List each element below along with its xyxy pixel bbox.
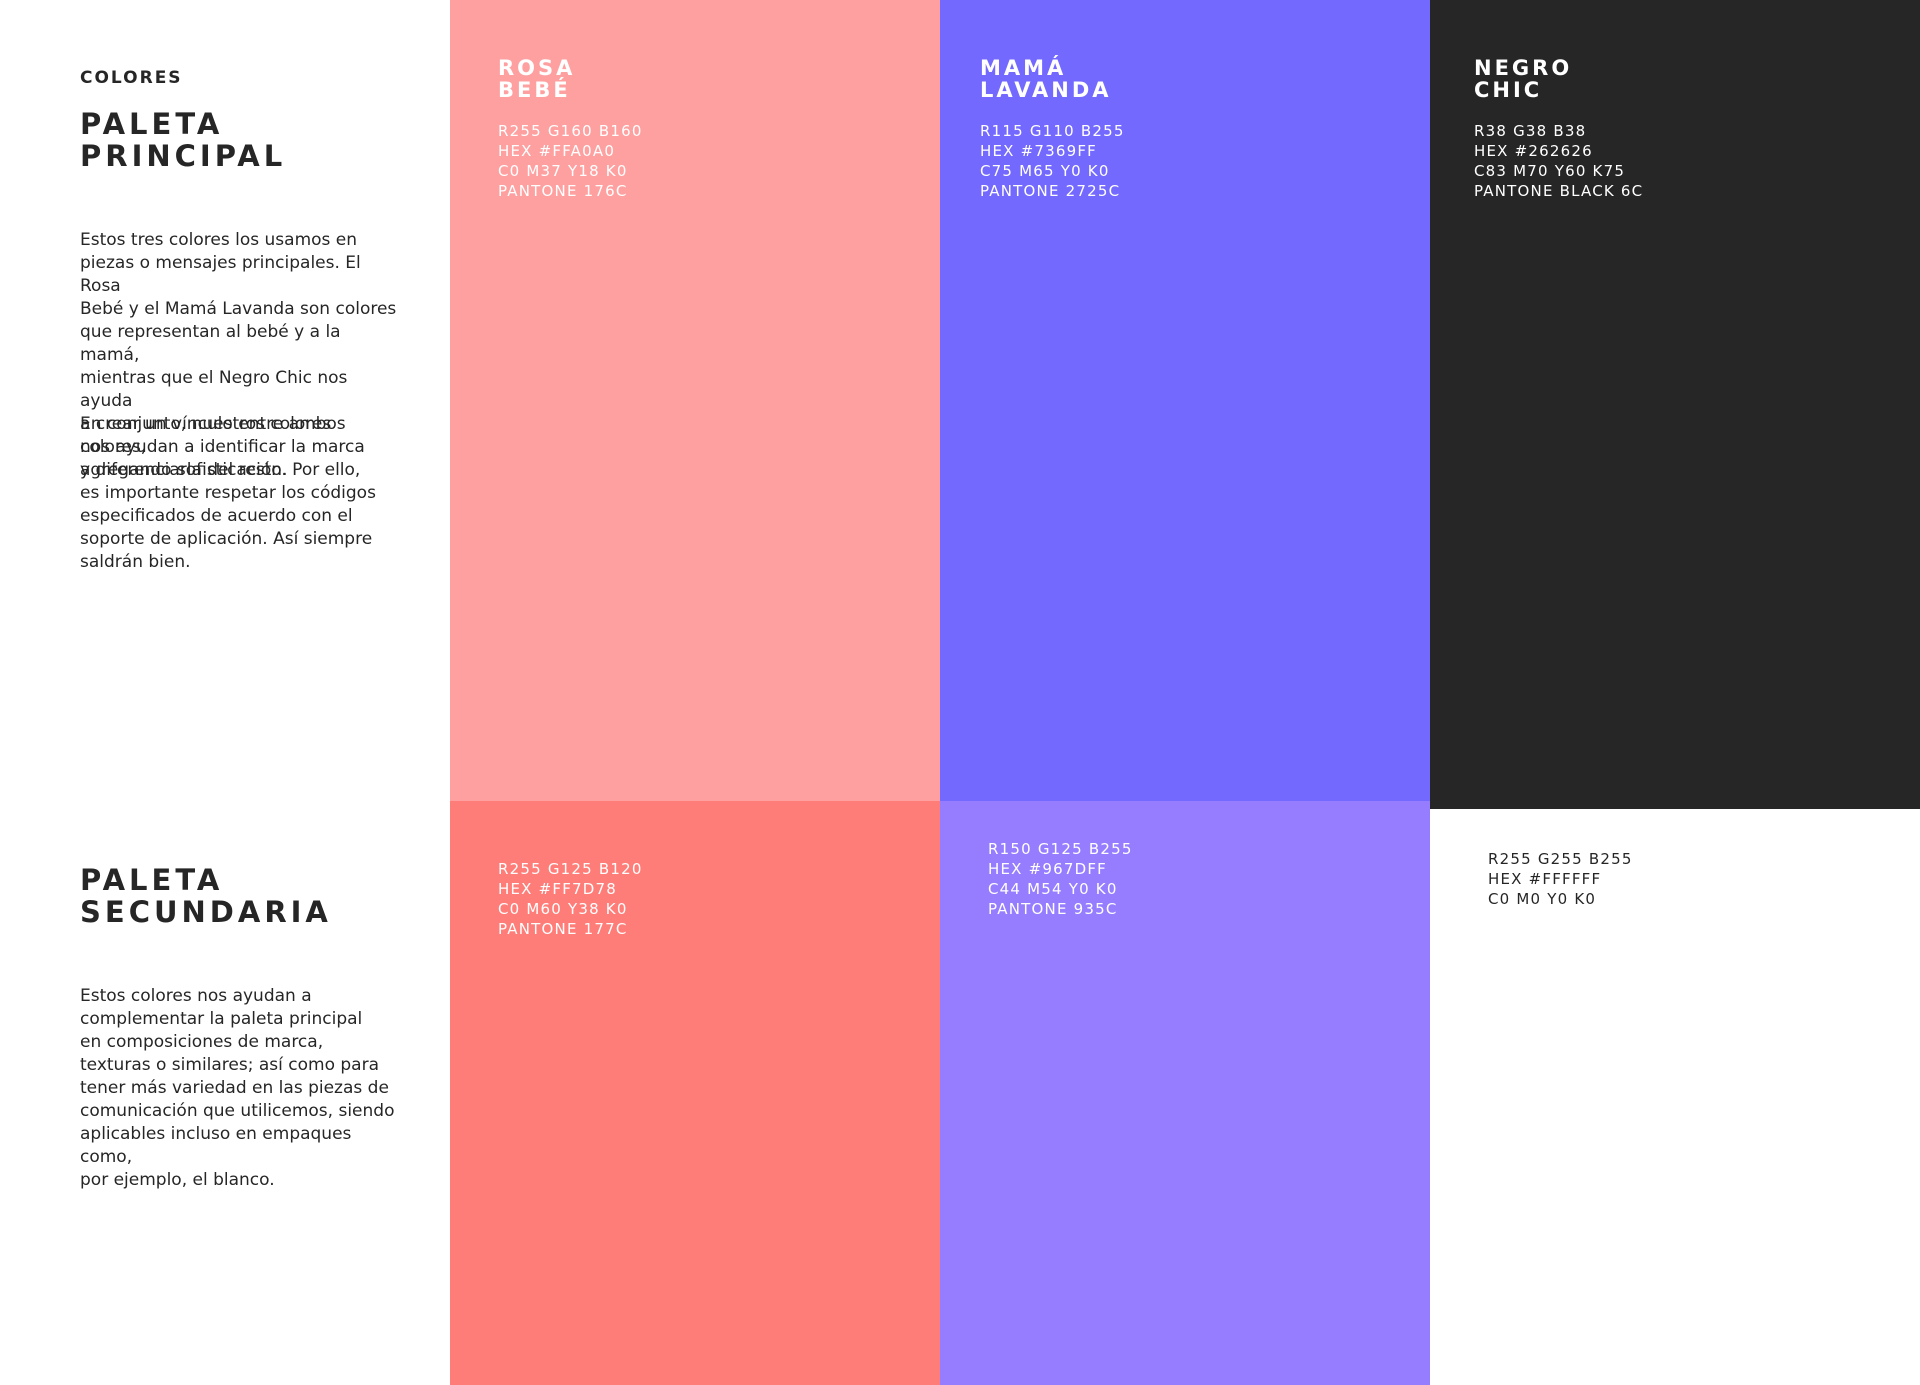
swatch-codes: R150 G125 B255 HEX #967DFF C44 M54 Y0 K0… xyxy=(988,840,1133,918)
primary-description-1: Estos tres colores los usamos en piezas … xyxy=(80,230,397,480)
swatch-coral: R255 G125 B120 HEX #FF7D78 C0 M60 Y38 K0… xyxy=(450,801,940,1385)
section-label: COLORES xyxy=(80,68,183,88)
swatch-lila: R150 G125 B255 HEX #967DFF C44 M54 Y0 K0… xyxy=(940,801,1430,1385)
swatch-name: MAMÁ LAVANDA xyxy=(980,56,1112,102)
swatch-codes: R38 G38 B38 HEX #262626 C83 M70 Y60 K75 … xyxy=(1474,122,1644,200)
primary-description-2: En conjunto, nuestros colores nos ayudan… xyxy=(80,414,376,572)
swatch-codes: R255 G160 B160 HEX #FFA0A0 C0 M37 Y18 K0… xyxy=(498,122,643,200)
primary-palette-title: PALETA PRINCIPAL xyxy=(80,107,287,173)
swatch-name: ROSA BEBÉ xyxy=(498,56,576,102)
swatch-mama-lavanda: MAMÁ LAVANDA R115 G110 B255 HEX #7369FF … xyxy=(940,0,1430,801)
swatch-rosa-bebe: ROSA BEBÉ R255 G160 B160 HEX #FFA0A0 C0 … xyxy=(450,0,940,801)
secondary-palette-title: PALETA SECUNDARIA xyxy=(80,863,332,929)
secondary-description: Estos colores nos ayudan a complementar … xyxy=(80,986,395,1190)
swatch-codes: R115 G110 B255 HEX #7369FF C75 M65 Y0 K0… xyxy=(980,122,1125,200)
swatch-codes: R255 G125 B120 HEX #FF7D78 C0 M60 Y38 K0… xyxy=(498,860,643,938)
swatch-name: NEGRO CHIC xyxy=(1474,56,1573,102)
swatch-blanco: R255 G255 B255 HEX #FFFFFF C0 M0 Y0 K0 xyxy=(1430,809,1920,1385)
swatch-codes: R255 G255 B255 HEX #FFFFFF C0 M0 Y0 K0 xyxy=(1488,850,1633,908)
swatch-negro-chic: NEGRO CHIC R38 G38 B38 HEX #262626 C83 M… xyxy=(1430,0,1920,809)
